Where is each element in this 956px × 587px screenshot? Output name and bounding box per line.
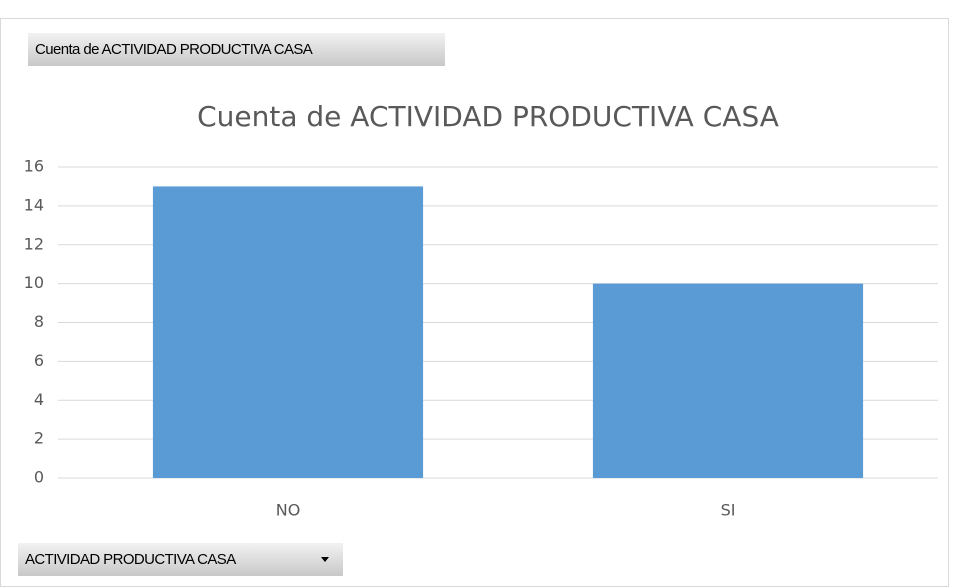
y-tick-label: 6	[34, 351, 44, 370]
y-tick-label: 14	[24, 195, 44, 214]
y-tick-label: 0	[34, 468, 44, 487]
value-field-button[interactable]	[28, 33, 445, 66]
bar	[592, 283, 864, 478]
chart-title: Cuenta de ACTIVIDAD PRODUCTIVA CASA	[197, 100, 779, 133]
x-tick-label: NO	[276, 501, 301, 520]
dropdown-arrow	[321, 557, 329, 562]
bar	[152, 186, 424, 478]
x-tick-label: SI	[721, 501, 736, 520]
axis-field-button-label: ACTIVIDAD PRODUCTIVA CASA	[25, 551, 236, 568]
axis-field-button[interactable]	[18, 543, 343, 576]
y-tick-label: 4	[34, 390, 44, 409]
y-tick-label: 2	[34, 429, 44, 448]
value-field-button-label: Cuenta de ACTIVIDAD PRODUCTIVA CASA	[35, 41, 313, 58]
y-tick-label: 12	[24, 234, 44, 253]
y-tick-label: 16	[24, 157, 44, 176]
y-tick-label: 10	[24, 273, 44, 292]
y-tick-label: 8	[34, 312, 44, 331]
